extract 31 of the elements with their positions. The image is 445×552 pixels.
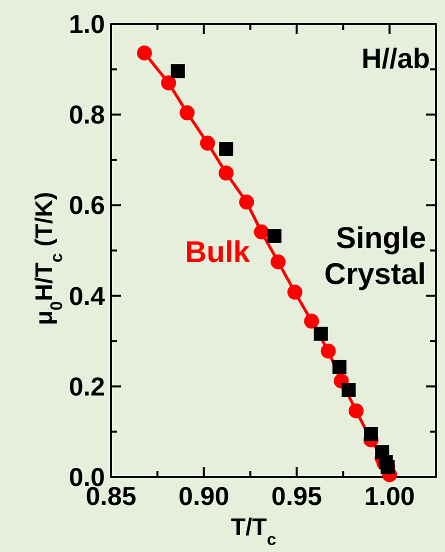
point	[254, 224, 269, 240]
point	[332, 360, 346, 374]
point	[267, 229, 282, 244]
point	[136, 45, 152, 60]
annotation: H//ab	[362, 43, 430, 74]
x-tick-label: 0.95	[271, 481, 322, 511]
point	[239, 194, 254, 210]
y-tick-label: 0.2	[68, 371, 105, 402]
point	[200, 136, 216, 151]
point	[287, 284, 302, 300]
y-tick-label: 0.8	[68, 100, 105, 130]
y-tick-label: 1.0	[68, 9, 105, 39]
point	[364, 426, 378, 441]
point	[348, 403, 364, 418]
point	[304, 314, 320, 329]
x-axis-title: T/T$_{c}$	[230, 514, 276, 548]
x-tick-label: 1.00	[364, 481, 415, 511]
y-tick-label: 0.6	[68, 190, 105, 220]
point	[320, 344, 336, 359]
legend-label: Single Crystal	[324, 222, 426, 291]
point	[180, 105, 195, 120]
point	[218, 166, 234, 181]
point	[161, 75, 176, 90]
point	[342, 383, 356, 398]
series-label: Bulk	[184, 236, 250, 269]
point	[170, 64, 185, 78]
y-tick-label: 0.4	[68, 280, 106, 311]
point	[219, 142, 234, 156]
point	[314, 326, 328, 341]
point	[270, 254, 286, 270]
x-tick-label: 0.90	[178, 481, 230, 511]
